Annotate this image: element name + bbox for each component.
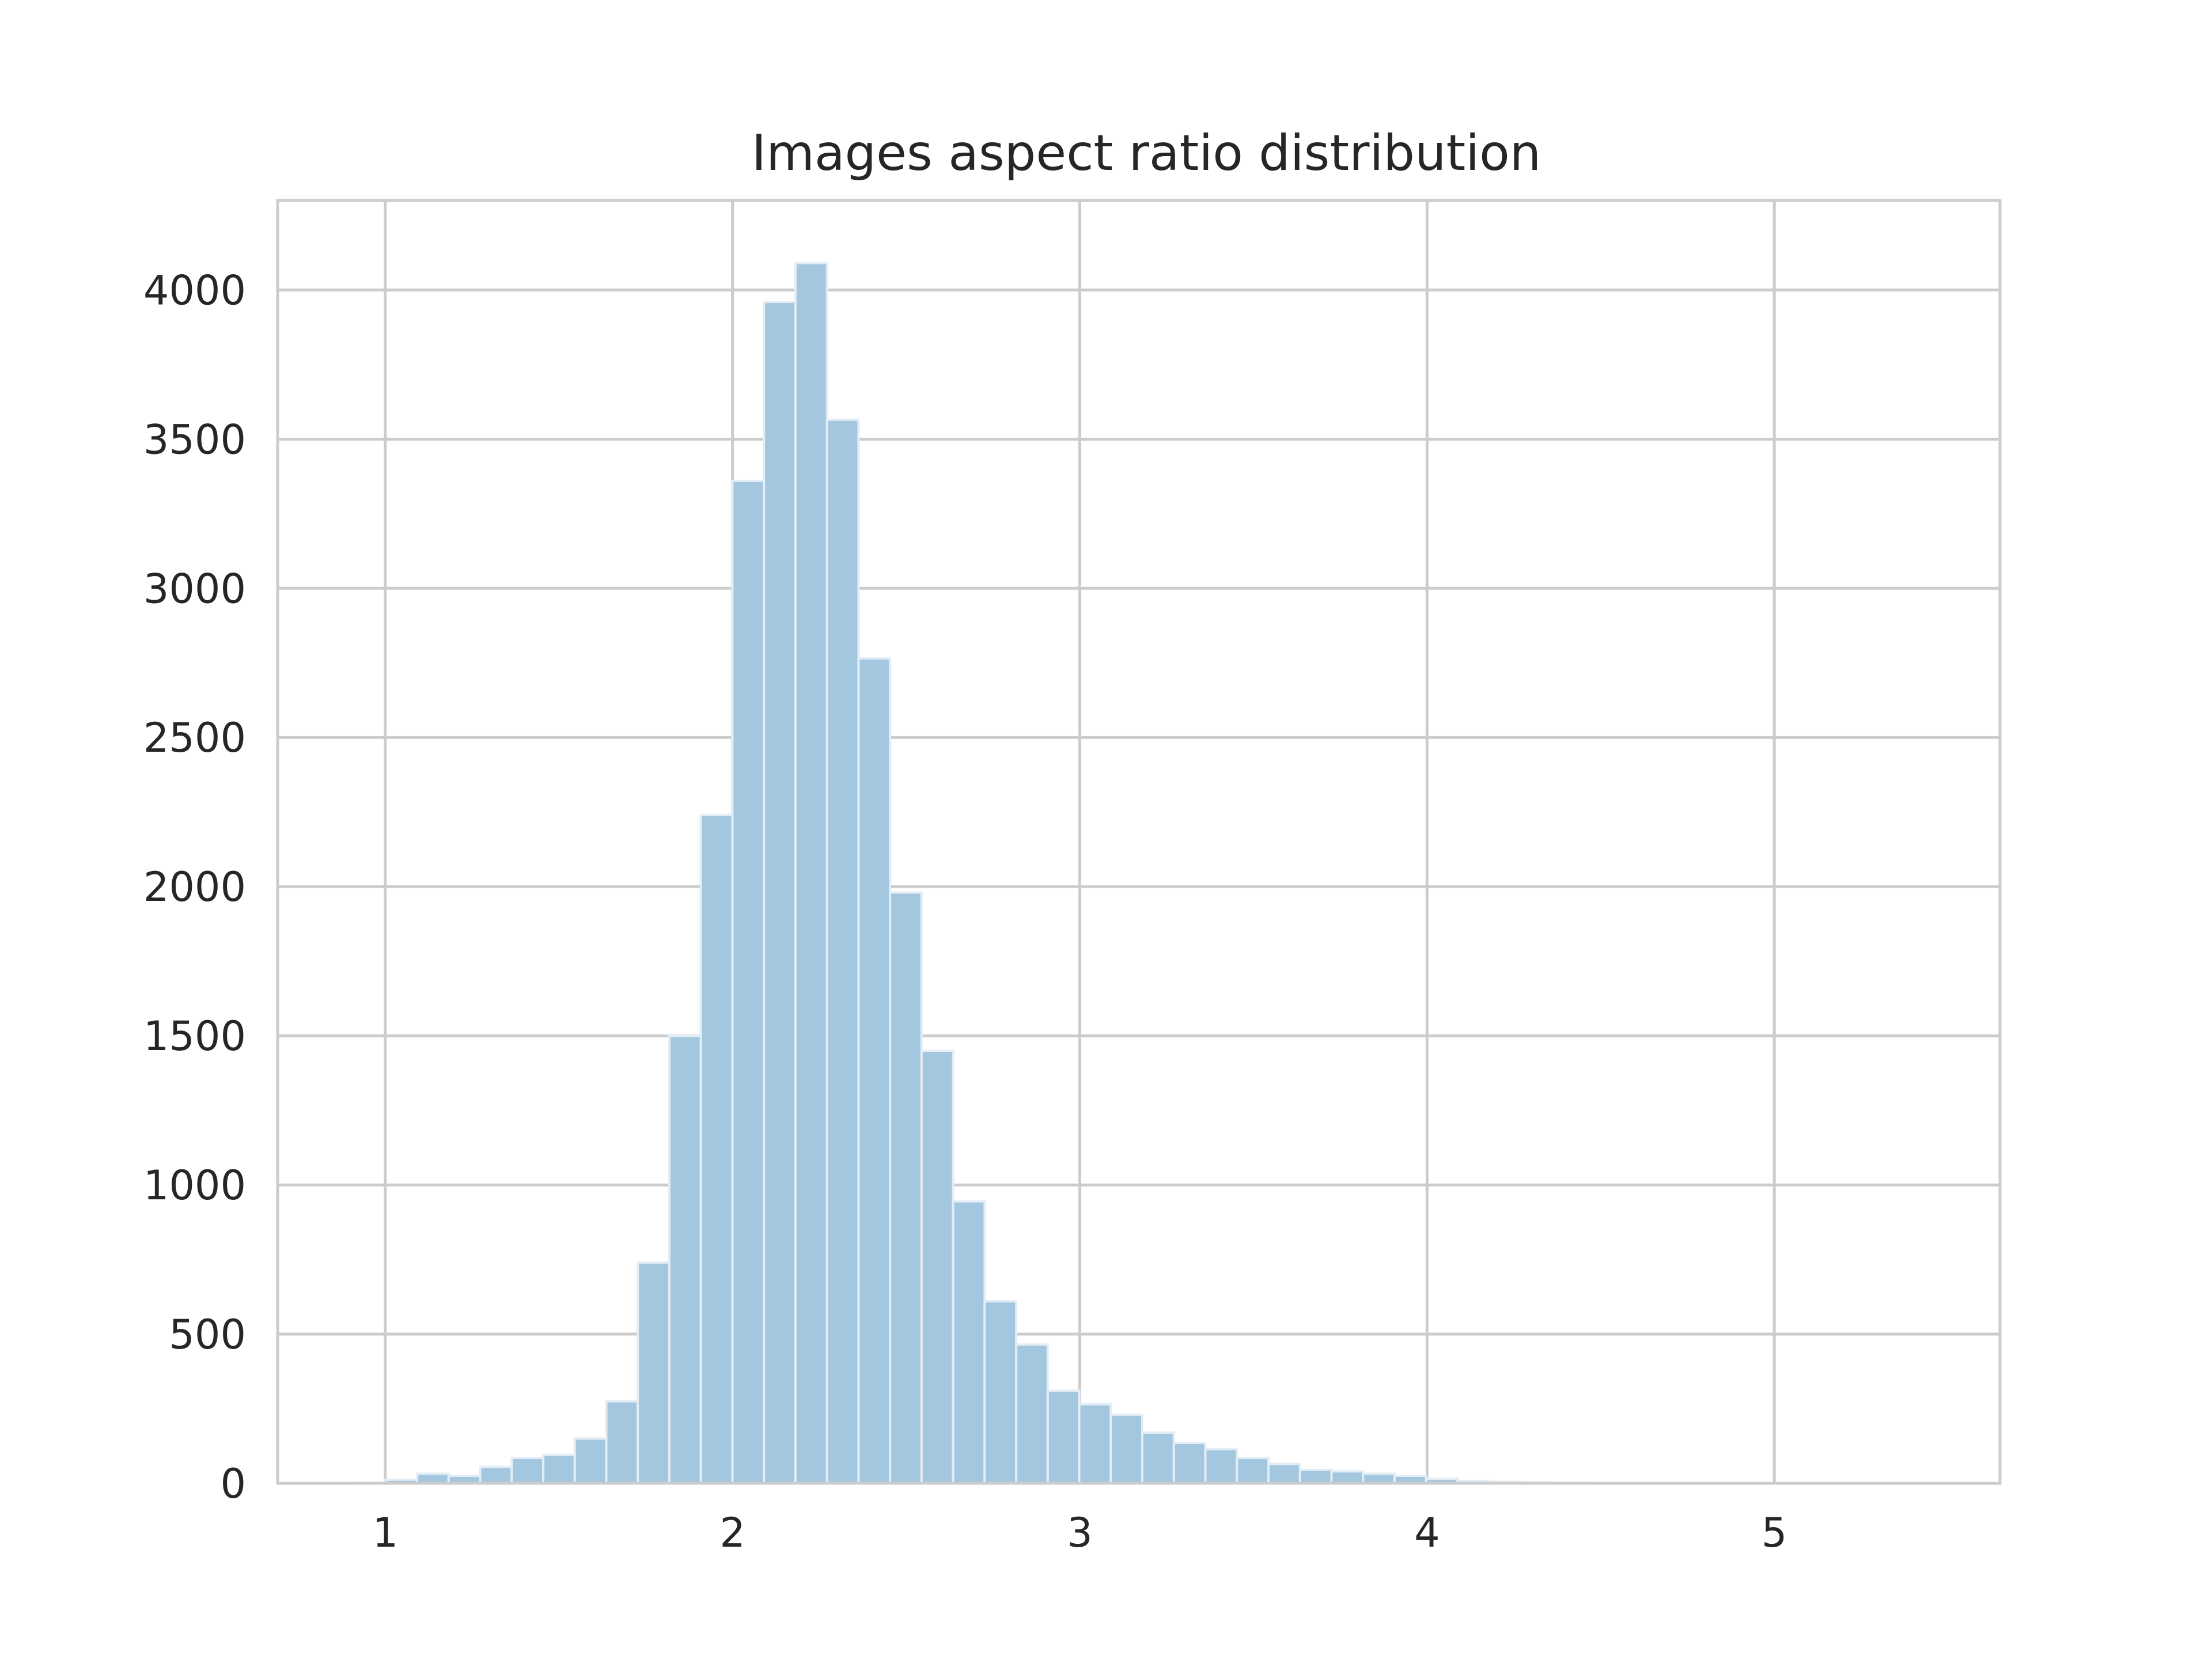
y-tick-label: 1000 (143, 1162, 246, 1209)
y-axis-ticks: 0 500 1000 1500 2000 2500 3000 3500 4000 (143, 267, 246, 1508)
histogram-bar (668, 1035, 702, 1484)
histogram-bar (1330, 1470, 1365, 1484)
plot-frame (276, 199, 2002, 1485)
histogram-bar (1172, 1442, 1207, 1484)
histogram-bar (763, 301, 797, 1484)
histogram-bar (699, 813, 734, 1484)
x-tick-label: 2 (719, 1509, 745, 1556)
histogram-bars (353, 262, 1932, 1485)
histogram-bar (479, 1465, 513, 1485)
histogram-bar (542, 1453, 576, 1484)
x-tick-label: 4 (1414, 1509, 1440, 1556)
histogram-bar (1267, 1463, 1301, 1484)
y-tick-label: 3000 (143, 565, 246, 612)
histogram-bar (731, 479, 766, 1485)
histogram-bar (637, 1261, 671, 1484)
y-tick-label: 2000 (143, 863, 246, 911)
histogram-bar (920, 1050, 955, 1484)
x-tick-label: 5 (1762, 1509, 1787, 1556)
y-tick-label: 500 (169, 1311, 246, 1358)
y-tick-label: 3500 (143, 416, 246, 463)
histogram-bar (857, 657, 892, 1484)
histogram-bar (1141, 1431, 1175, 1484)
y-tick-label: 0 (220, 1460, 246, 1508)
histogram-bar (1046, 1389, 1081, 1484)
histogram-bar (605, 1400, 639, 1485)
y-tick-label: 4000 (143, 267, 246, 314)
histogram-bar (1015, 1343, 1049, 1485)
histogram-bar (573, 1437, 608, 1485)
histogram-bar (825, 418, 860, 1484)
histogram-bar (794, 262, 828, 1484)
histogram-bar (952, 1200, 986, 1484)
histogram-bar (1298, 1468, 1333, 1484)
y-tick-label: 2500 (143, 714, 246, 762)
histogram-bar (510, 1456, 545, 1485)
y-tick-label: 1500 (143, 1013, 246, 1060)
x-tick-label: 3 (1067, 1509, 1093, 1556)
histogram-bar (1078, 1403, 1112, 1484)
histogram-bar (1204, 1448, 1238, 1484)
x-axis-ticks: 1 2 3 4 5 (373, 1509, 1787, 1556)
histogram-bar (1236, 1456, 1270, 1485)
x-tick-label: 1 (373, 1509, 399, 1556)
histogram-bar (1109, 1413, 1144, 1484)
chart-title: Images aspect ratio distribution (752, 124, 1541, 182)
histogram-bar (889, 891, 923, 1484)
histogram-bar (983, 1300, 1018, 1484)
